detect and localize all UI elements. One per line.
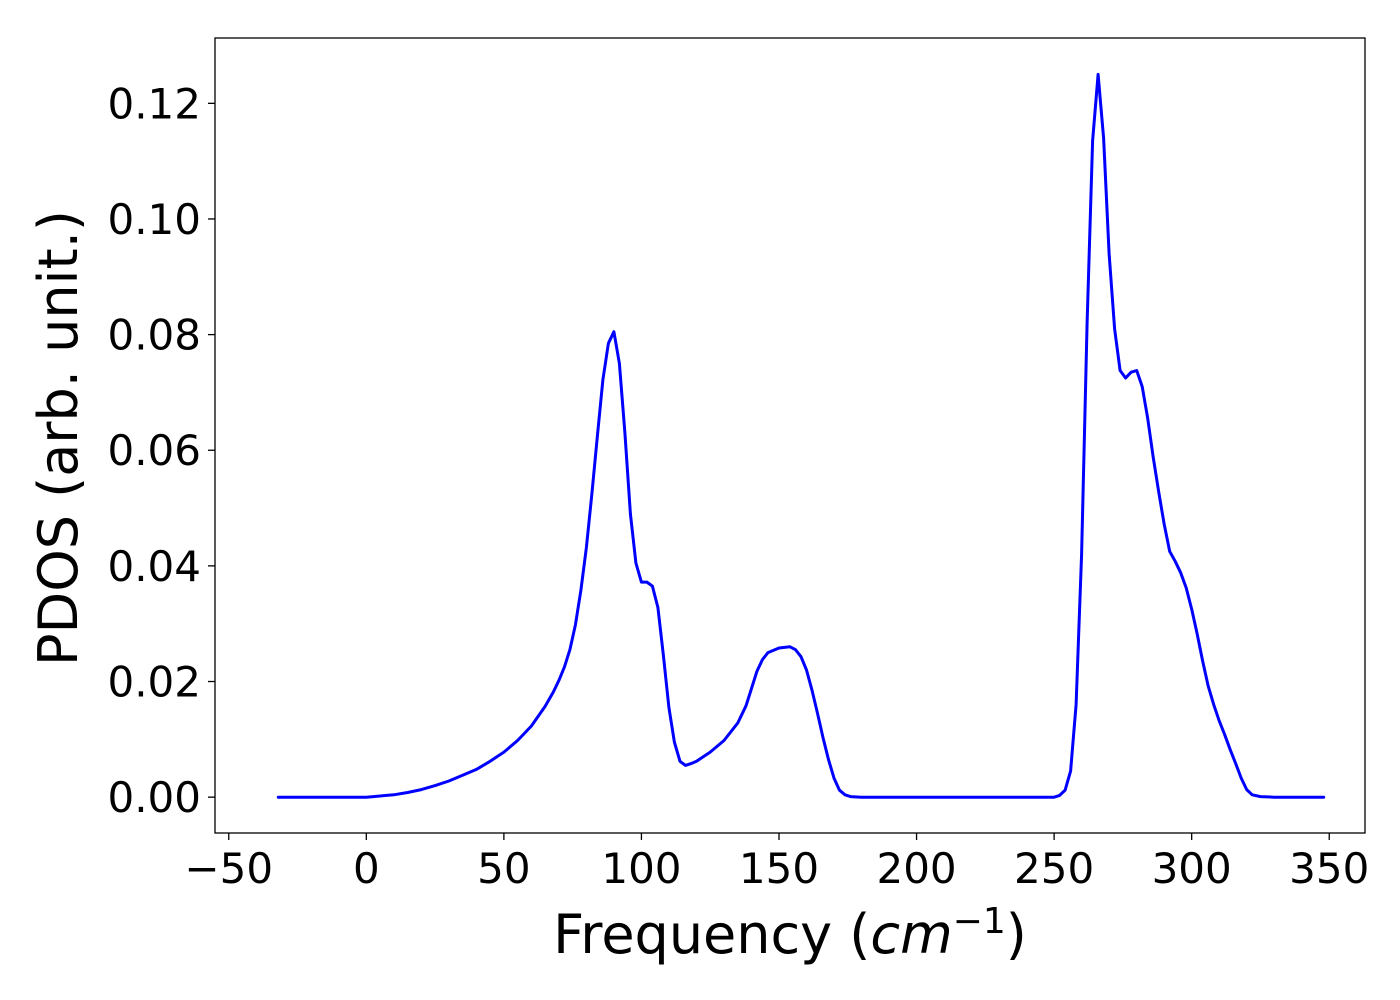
y-tick-label: 0.00 [107, 773, 201, 822]
y-tick-label: 0.08 [107, 311, 201, 360]
x-tick-label: 100 [601, 844, 681, 893]
y-tick-label: 0.04 [107, 542, 201, 591]
series-line [276, 72, 1326, 799]
x-tick-label: −50 [184, 844, 273, 893]
x-tick-label: 200 [876, 844, 956, 893]
x-tick-label: 50 [477, 844, 530, 893]
x-tick-label: 150 [739, 844, 819, 893]
y-tick-label: 0.10 [107, 195, 201, 244]
x-tick-label: 250 [1014, 844, 1094, 893]
x-axis-label: Frequency (cm−1) [553, 901, 1027, 966]
ticks: −50 0 50 100 150 200 250 300 350 0.00 0.02 0.04 0.06… [107, 79, 1369, 893]
y-tick-label: 0.06 [107, 426, 201, 475]
x-tick-label: 0 [353, 844, 380, 893]
plot-frame [214, 37, 1366, 834]
y-tick-label: 0.12 [107, 79, 201, 128]
y-axis-label: PDOS (arb. unit.) [27, 210, 90, 666]
x-tick-label: 350 [1289, 844, 1369, 893]
x-tick-label: 300 [1152, 844, 1232, 893]
y-tick-label: 0.02 [107, 658, 201, 707]
